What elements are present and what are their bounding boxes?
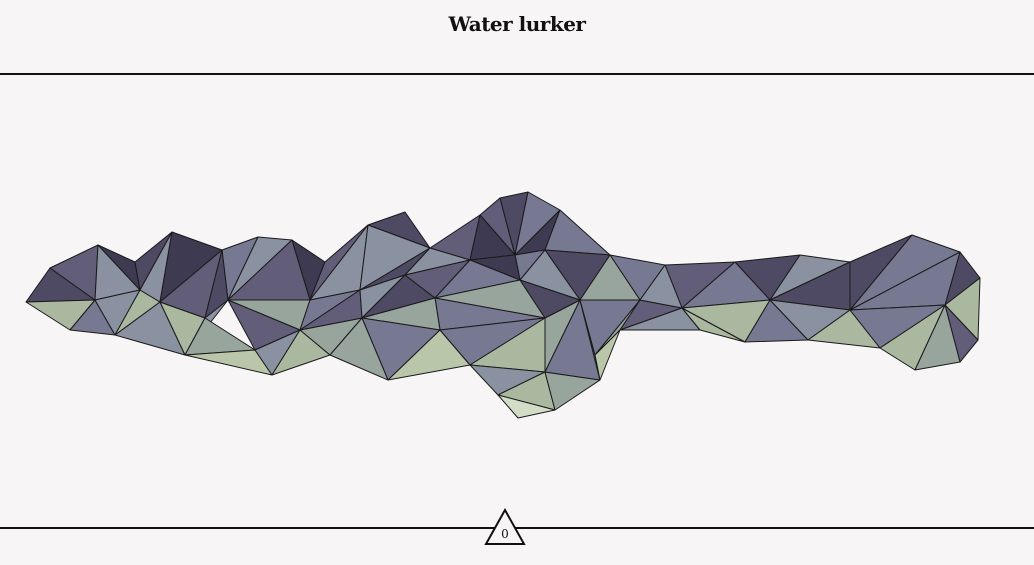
- triangle-mesh: [25, 191, 981, 419]
- footer-divider: [0, 527, 1034, 529]
- mesh-facet: [594, 329, 621, 381]
- page-title: Water lurker: [448, 12, 586, 36]
- triangle-icon: [484, 508, 526, 545]
- header-divider: [0, 73, 1034, 75]
- triangle-counter-button[interactable]: 0: [484, 508, 526, 546]
- mesh-facet: [497, 394, 556, 419]
- mesh-facet: [519, 279, 581, 319]
- mesh-facet: [639, 264, 683, 309]
- mesh-facet: [914, 304, 961, 371]
- mesh-facet: [329, 317, 389, 381]
- counter-value: 0: [501, 527, 509, 541]
